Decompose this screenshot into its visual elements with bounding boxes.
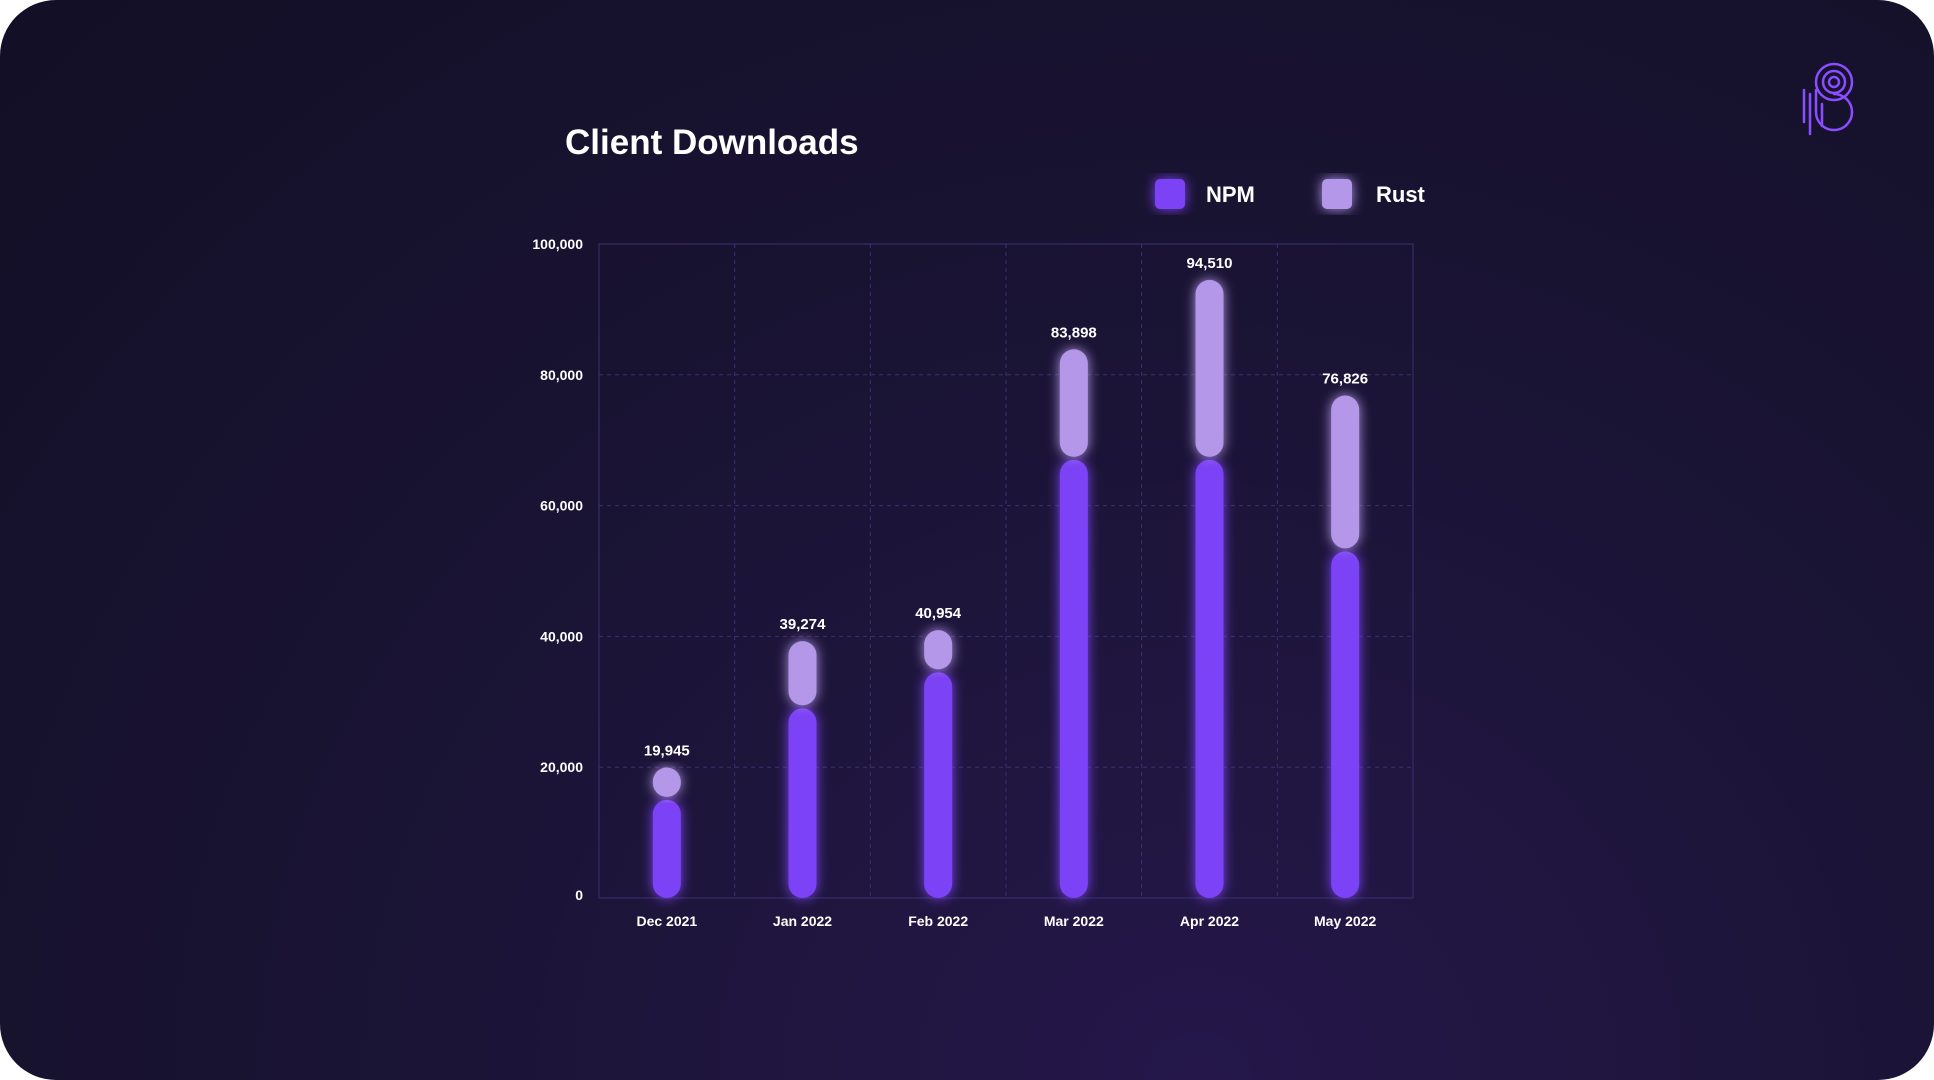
bar-total-label: 94,510 xyxy=(1187,255,1233,272)
chart-bars xyxy=(652,279,1360,898)
bar-rust xyxy=(1195,279,1224,457)
bar-npm xyxy=(788,708,817,898)
bar-total-label: 76,826 xyxy=(1322,371,1368,388)
legend-label-rust: Rust xyxy=(1376,182,1426,207)
x-tick-label: May 2022 xyxy=(1314,913,1376,929)
x-tick-label: Feb 2022 xyxy=(908,913,968,929)
bar-rust xyxy=(788,641,817,706)
y-axis-ticks: 0 20,000 40,000 60,000 80,000 100,000 xyxy=(532,236,583,903)
bar-rust xyxy=(924,630,953,670)
y-tick-label: 20,000 xyxy=(540,759,583,775)
bar-npm xyxy=(1059,459,1088,898)
chart-grid xyxy=(598,243,1414,899)
bar-rust xyxy=(652,767,681,797)
y-tick-label: 40,000 xyxy=(540,628,583,644)
legend-swatch-npm xyxy=(1155,179,1185,209)
legend-label-npm: NPM xyxy=(1206,182,1255,207)
bar-npm xyxy=(924,672,953,898)
y-tick-label: 0 xyxy=(575,887,583,903)
x-tick-label: Apr 2022 xyxy=(1180,913,1239,929)
chart-legend: NPM Rust xyxy=(1155,179,1426,209)
bar-total-label: 19,945 xyxy=(644,743,690,760)
x-axis-ticks: Dec 2021 Jan 2022 Feb 2022 Mar 2022 Apr 2022… xyxy=(636,913,1376,929)
bar-rust xyxy=(1331,395,1360,549)
bar-rust xyxy=(1059,349,1088,457)
brand-logo-icon xyxy=(1802,62,1854,136)
bar-npm xyxy=(1195,459,1224,898)
legend-swatch-rust xyxy=(1322,179,1352,209)
bar-total-label: 39,274 xyxy=(780,616,827,633)
bar-npm xyxy=(1331,551,1360,898)
y-tick-label: 80,000 xyxy=(540,367,583,383)
y-tick-label: 100,000 xyxy=(532,236,583,252)
bar-total-label: 40,954 xyxy=(915,605,962,622)
bar-total-labels: 19,945 39,274 40,954 83,898 94,510 76,826 xyxy=(644,255,1368,760)
x-tick-label: Jan 2022 xyxy=(773,913,832,929)
x-tick-label: Dec 2021 xyxy=(636,913,697,929)
bar-total-label: 83,898 xyxy=(1051,324,1097,341)
y-tick-label: 60,000 xyxy=(540,498,583,514)
bar-npm xyxy=(652,799,681,898)
chart-title: Client Downloads xyxy=(565,123,859,162)
x-tick-label: Mar 2022 xyxy=(1044,913,1104,929)
